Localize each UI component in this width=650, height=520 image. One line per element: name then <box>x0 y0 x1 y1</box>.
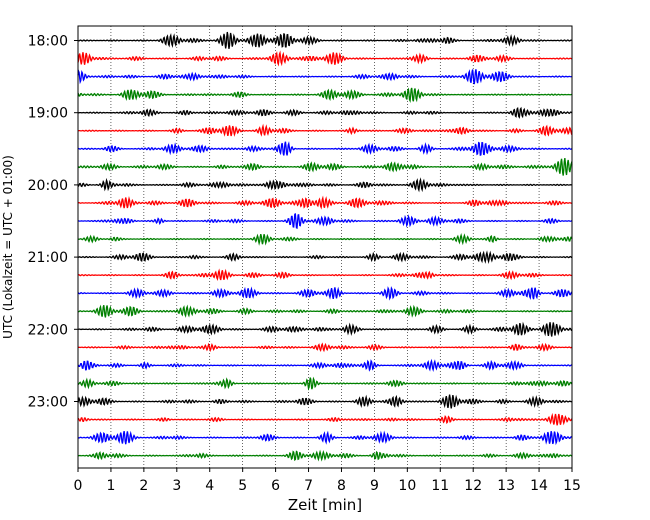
x-tick-label: 15 <box>563 478 581 494</box>
trace-line <box>77 412 573 426</box>
trace-line <box>77 268 573 281</box>
x-tick-label: 14 <box>530 478 548 494</box>
trace-line <box>77 394 573 409</box>
x-tick-label: 8 <box>337 478 346 494</box>
trace-line <box>77 449 573 462</box>
trace-line <box>77 250 573 264</box>
trace-line <box>77 430 573 446</box>
trace-line <box>77 157 573 176</box>
trace-line <box>77 232 573 246</box>
y-tick-label: 21:00 <box>28 250 68 266</box>
x-tick-label: 7 <box>304 478 313 494</box>
trace-line <box>77 304 573 318</box>
y-tick-label: 20:00 <box>28 178 68 194</box>
y-tick-label: 23:00 <box>28 395 68 411</box>
x-tick-label: 6 <box>271 478 280 494</box>
trace-line <box>77 68 573 85</box>
x-tick-label: 13 <box>497 478 515 494</box>
x-axis-label: Zeit [min] <box>288 496 362 514</box>
x-tick-label: 5 <box>238 478 247 494</box>
trace-line <box>77 342 573 353</box>
trace-line <box>77 123 573 137</box>
trace-line <box>77 31 573 49</box>
x-tick-label: 3 <box>172 478 181 494</box>
trace-line <box>77 213 573 229</box>
x-tick-label: 10 <box>398 478 416 494</box>
plot-frame <box>77 25 573 469</box>
trace-line <box>77 195 573 210</box>
x-tick-label: 9 <box>370 478 379 494</box>
trace-line <box>77 358 573 373</box>
trace-line <box>77 286 573 301</box>
trace-line <box>77 50 573 67</box>
y-tick-label: 18:00 <box>28 34 68 50</box>
trace-line <box>77 376 573 391</box>
trace-line <box>77 106 573 119</box>
y-axis-ticks: 18:00 19:00 20:00 21:00 22:00 23:00 <box>28 34 78 411</box>
x-tick-label: 4 <box>205 478 214 494</box>
y-tick-label: 22:00 <box>28 322 68 338</box>
x-tick-label: 11 <box>431 478 449 494</box>
x-tick-label: 0 <box>74 478 83 494</box>
y-tick-label: 19:00 <box>28 106 68 122</box>
x-tick-label: 2 <box>139 478 148 494</box>
plot-background <box>78 26 572 468</box>
x-axis-ticks: 0 1 2 3 4 5 6 7 8 9 10 11 12 13 14 15 <box>74 468 581 494</box>
trace-line <box>77 321 573 337</box>
y-axis-label: UTC (Lokalzeit = UTC + 01:00) <box>1 155 15 339</box>
seismogram-traces <box>77 31 573 462</box>
x-tick-label: 1 <box>106 478 115 494</box>
trace-line <box>77 177 573 193</box>
x-tick-label: 12 <box>464 478 482 494</box>
trace-line <box>77 87 573 104</box>
trace-line <box>77 141 573 157</box>
